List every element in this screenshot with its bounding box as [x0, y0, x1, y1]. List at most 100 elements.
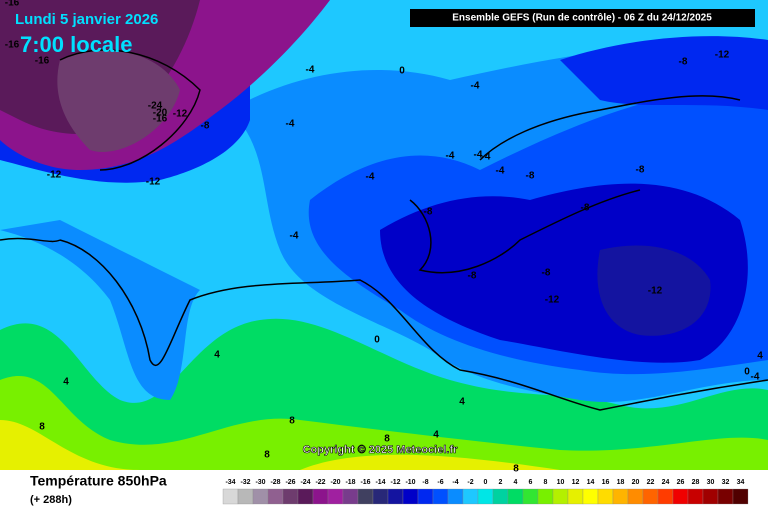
scale-swatch — [267, 488, 284, 505]
contour-label: -4 — [482, 152, 491, 163]
scale-label: 2 — [499, 479, 503, 486]
copyright: Copyright © 2025 Meteociel.fr — [303, 444, 459, 456]
scale-label: -4 — [452, 479, 458, 486]
scale-swatch — [732, 488, 749, 505]
scale-swatch — [357, 488, 374, 505]
contour-label: -8 — [526, 171, 535, 182]
scale-swatch — [702, 488, 719, 505]
scale-swatch — [372, 488, 389, 505]
scale-swatch — [252, 488, 269, 505]
scale-swatch — [567, 488, 584, 505]
contour-label: -8 — [201, 121, 210, 132]
scale-swatch — [717, 488, 734, 505]
scale-label: 18 — [617, 479, 625, 486]
contour-label: -4 — [366, 172, 375, 183]
coastlines — [0, 49, 768, 411]
contour-label: 8 — [264, 450, 270, 461]
scale-swatch — [582, 488, 599, 505]
scale-swatch — [687, 488, 704, 505]
scale-swatch — [237, 488, 254, 505]
scale-label: 22 — [647, 479, 655, 486]
scale-swatch — [612, 488, 629, 505]
contour-label: 0 — [399, 66, 405, 77]
scale-swatch — [552, 488, 569, 505]
contour-label: -8 — [424, 207, 433, 218]
scale-swatch — [342, 488, 359, 505]
contour-label: -16 — [153, 114, 168, 125]
run-label: Ensemble GEFS (Run de contrôle) - 06 Z d… — [452, 13, 712, 24]
contour-label: -16 — [35, 56, 50, 67]
contour-label: -24 — [148, 101, 163, 112]
contour-label: 8 — [384, 434, 390, 445]
contour-label: -12 — [47, 170, 62, 181]
contour-label: -12 — [715, 50, 730, 61]
scale-swatch — [447, 488, 464, 505]
contour-label: -8 — [636, 165, 645, 176]
contour-label: -16 — [5, 40, 20, 51]
contour-label: -8 — [468, 271, 477, 282]
contour-label: 4 — [459, 397, 465, 408]
scale-swatch — [597, 488, 614, 505]
scale-swatch — [657, 488, 674, 505]
contour-label: -8 — [542, 268, 551, 279]
contour-label: -12 — [648, 286, 663, 297]
scale-label: -20 — [330, 479, 340, 486]
temperature-fields — [0, 0, 768, 470]
contour-label: 4 — [433, 430, 439, 441]
scale-swatch — [642, 488, 659, 505]
scale-label: 10 — [557, 479, 565, 486]
contour-label: 8 — [513, 464, 519, 475]
scale-label: -24 — [300, 479, 310, 486]
contour-label: -4 — [751, 372, 760, 383]
scale-label: -32 — [240, 479, 250, 486]
contour-label: -4 — [474, 150, 483, 161]
scale-swatch — [492, 488, 509, 505]
scale-label: -30 — [255, 479, 265, 486]
color-scale: -34 -32 -30 -28 -26 -24 -22 -20 -18 -16 -14 -12 -10-… — [222, 479, 749, 505]
scale-label: 6 — [529, 479, 533, 486]
contour-label: 8 — [289, 416, 295, 427]
contour-label: -4 — [496, 166, 505, 177]
contour-label: -12 — [146, 177, 161, 188]
date-label: Lundi 5 janvier 2026 — [15, 11, 158, 28]
scale-swatch — [282, 488, 299, 505]
scale-label: 14 — [587, 479, 595, 486]
scale-swatch — [297, 488, 314, 505]
time-label: 7:00 locale — [20, 32, 133, 57]
scale-swatch — [432, 488, 449, 505]
contour-label: -20 — [153, 108, 168, 119]
lead-label: (+ 288h) — [30, 494, 72, 506]
scale-label: -12 — [390, 479, 400, 486]
scale-swatch — [327, 488, 344, 505]
scale-label: -18 — [345, 479, 355, 486]
scale-label: 34 — [737, 479, 745, 486]
contour-label: -12 — [173, 109, 188, 120]
contour-label: -4 — [306, 65, 315, 76]
contour-label: -8 — [581, 203, 590, 214]
contour-label: -12 — [545, 295, 560, 306]
contour-label: -4 — [286, 119, 295, 130]
scale-label: -16 — [360, 479, 370, 486]
contour-label: 0 — [744, 367, 750, 378]
contour-label: -16 — [5, 0, 20, 9]
scale-swatch — [312, 488, 329, 505]
contour-labels: -16-16-16-4 0-4-8-12-24-20-16 -12-8 -4-12-1… — [5, 0, 763, 475]
contour-label: 4 — [214, 350, 220, 361]
scale-label: 28 — [692, 479, 700, 486]
scale-swatch — [417, 488, 434, 505]
scale-swatch — [672, 488, 689, 505]
contour-label: 4 — [757, 351, 763, 362]
scale-label: -14 — [375, 479, 385, 486]
scale-label: -10 — [405, 479, 415, 486]
scale-label: 24 — [662, 479, 670, 486]
scale-label: -2 — [467, 479, 473, 486]
contour-label: -4 — [446, 151, 455, 162]
scale-label: -8 — [422, 479, 428, 486]
parameter-label: Température 850hPa — [30, 473, 167, 489]
scale-label: -6 — [437, 479, 443, 486]
run-banner — [410, 9, 755, 27]
scale-label: 8 — [544, 479, 548, 486]
scale-swatch — [507, 488, 524, 505]
scale-label: 20 — [632, 479, 640, 486]
